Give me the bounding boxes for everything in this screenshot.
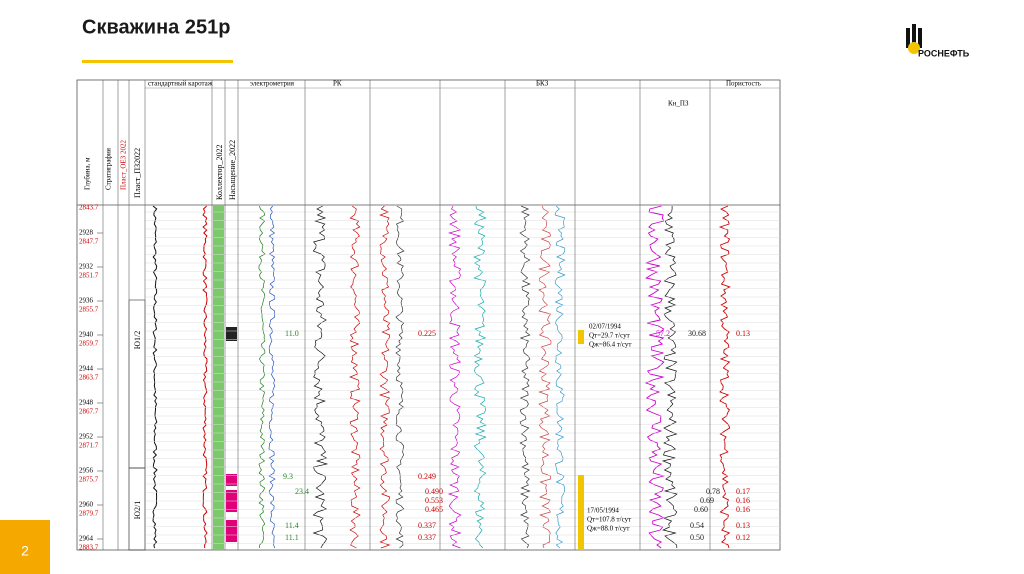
value-label: 0.13 <box>736 521 750 530</box>
test-date: 02/07/1994 <box>589 323 621 331</box>
saturation-block <box>226 327 237 341</box>
value-label: 11.4 <box>285 521 299 530</box>
value-label: 11.0 <box>285 329 299 338</box>
column-header: Пласт_ОЕЗ 2022 <box>120 140 128 190</box>
value-label: 0.50 <box>690 533 704 542</box>
layer-label: Ю1/2 <box>133 331 142 349</box>
column-header: Пористость <box>726 80 761 88</box>
column-header: БКЗ <box>536 80 549 88</box>
value-label: 0.225 <box>418 329 436 338</box>
depth-tvd: 2875.7 <box>79 476 99 484</box>
test-liquid: Qж=88.0 т/сут <box>587 525 629 533</box>
value-label: 0.54 <box>690 521 704 530</box>
depth-md: 2952 <box>79 433 94 441</box>
page-number: 2 <box>21 543 29 559</box>
test-liquid: Qж=86.4 т/сут <box>589 341 631 349</box>
value-label: 0.465 <box>425 505 443 514</box>
depth-md: 2956 <box>79 467 94 475</box>
value-label: 57.2 <box>656 329 670 338</box>
value-label: 0.69 <box>700 496 714 505</box>
test-marker <box>578 475 584 550</box>
value-label: 0.249 <box>418 472 436 481</box>
value-label: 9.3 <box>283 472 293 481</box>
title-underline <box>82 60 233 63</box>
depth-tvd: 2859.7 <box>79 340 99 348</box>
depth-tvd: 2879.7 <box>79 510 99 518</box>
value-label: 0.337 <box>418 533 436 542</box>
test-oil: Qт=29.7 т/сут <box>589 332 630 340</box>
layer-label: Ю2/1 <box>133 501 142 519</box>
depth-md: 2932 <box>79 263 94 271</box>
value-label: 0.17 <box>736 487 750 496</box>
depth-md: 2940 <box>79 331 94 339</box>
depth-tvd: 2843.7 <box>79 204 99 212</box>
depth-md: 2928 <box>79 229 94 237</box>
depth-md: 2936 <box>79 297 94 305</box>
saturation-block <box>226 520 237 542</box>
value-label: 0.16 <box>736 496 750 505</box>
test-oil: Qт=107.8 т/сут <box>587 516 631 524</box>
value-label: 0.60 <box>694 505 708 514</box>
logo: РОСНЕФТЬ <box>906 24 970 58</box>
depth-tvd: 2847.7 <box>79 238 99 246</box>
column-header: Глубина, м <box>84 157 92 190</box>
value-label: 0.13 <box>736 329 750 338</box>
value-label: 0.78 <box>706 487 720 496</box>
depth-md: 2964 <box>79 535 94 543</box>
column-header: Пласт_ПЗ2022 <box>133 148 142 198</box>
title: Скважина 251р <box>82 16 230 38</box>
column-header: РК <box>333 80 342 88</box>
column-header: электрометрия <box>250 80 295 88</box>
collector <box>213 205 224 550</box>
depth-tvd: 2855.7 <box>79 306 99 314</box>
value-label: 30.68 <box>688 329 706 338</box>
depth-md: 2944 <box>79 365 94 373</box>
value-label: 23.4 <box>295 487 309 496</box>
value-label: 11.1 <box>285 533 299 542</box>
value-label: 0.337 <box>418 521 436 530</box>
test-marker <box>578 330 584 344</box>
depth-tvd: 2883.7 <box>79 544 99 552</box>
page-badge <box>0 520 50 574</box>
depth-tvd: 2867.7 <box>79 408 99 416</box>
column-header: Кн_ПЗ <box>668 100 689 108</box>
logo-text: РОСНЕФТЬ <box>918 48 970 58</box>
depth-tvd: 2863.7 <box>79 374 99 382</box>
test-date: 17/05/1994 <box>587 507 619 515</box>
column-header: стандартный каротаж <box>148 80 213 88</box>
column-header: Насыщение_2022 <box>228 140 237 200</box>
saturation-block <box>226 474 237 486</box>
value-label: 0.12 <box>736 533 750 542</box>
column-header: Коллектор_2022 <box>215 144 224 200</box>
value-label: 0.16 <box>736 505 750 514</box>
depth-md: 2948 <box>79 399 94 407</box>
value-label: 0.553 <box>425 496 443 505</box>
depth-tvd: 2871.7 <box>79 442 99 450</box>
column-header: Стратиграфия <box>105 147 113 190</box>
value-label: 0.490 <box>425 487 443 496</box>
depth-md: 2960 <box>79 501 94 509</box>
depth-tvd: 2851.7 <box>79 272 99 280</box>
